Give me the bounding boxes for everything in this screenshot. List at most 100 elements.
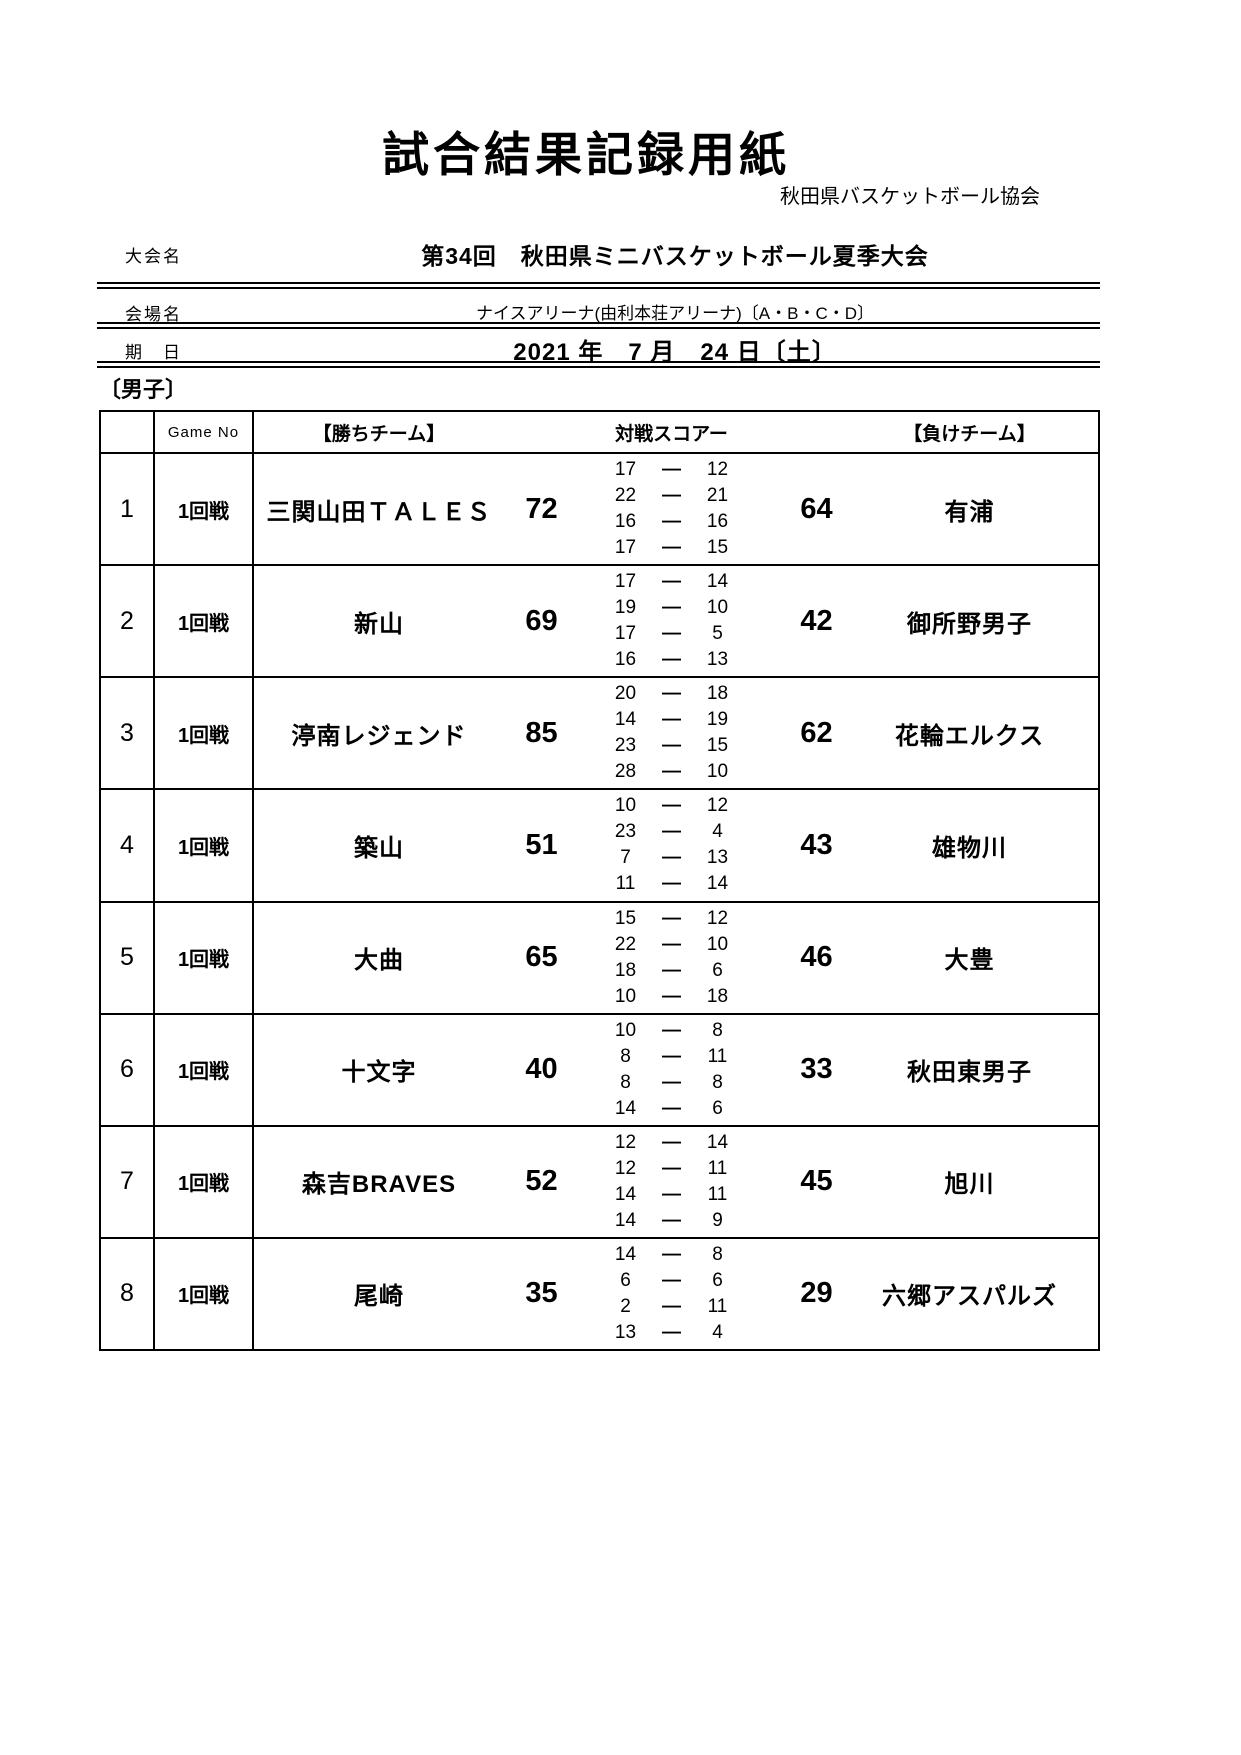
loser-total-score: 46 bbox=[800, 941, 833, 974]
round-label: 1回戦 bbox=[155, 678, 254, 789]
loser-quarter-score: 11 bbox=[707, 1157, 728, 1179]
loser-quarter-score: 4 bbox=[712, 821, 723, 843]
score-dash: — bbox=[662, 1295, 681, 1317]
double-rule bbox=[97, 322, 1100, 329]
loser-quarter-score: 11 bbox=[707, 1045, 728, 1067]
quarter-line: 17 — 12 bbox=[579, 457, 764, 483]
quarter-scores: 20 — 18 14 — 19 23 — 15 28 — 10 bbox=[579, 681, 764, 785]
round-label: 1回戦 bbox=[155, 902, 254, 1013]
loser-total-score: 43 bbox=[800, 828, 833, 861]
table-row: 6 1回戦 十文字 40 10 — 8 8 — 11 8 — 8 14 — 6 33 秋田東男子 bbox=[101, 1012, 1098, 1125]
header-game-no: Game No bbox=[155, 412, 254, 452]
loser-quarter-score: 13 bbox=[706, 649, 729, 671]
row-main: 築山 51 10 — 12 23 — 4 7 — 13 11 — 14 43 雄物川 bbox=[254, 790, 1098, 900]
double-rule bbox=[97, 282, 1100, 289]
score-dash: — bbox=[662, 959, 681, 981]
winner-total-score: 52 bbox=[525, 1165, 558, 1198]
quarter-line: 10 — 18 bbox=[579, 984, 764, 1010]
winner-team-name: 十文字 bbox=[341, 1059, 417, 1087]
score-dash: — bbox=[662, 1157, 681, 1179]
quarter-line: 14 — 8 bbox=[579, 1242, 764, 1268]
winner-total-score: 35 bbox=[525, 1277, 558, 1310]
score-dash: — bbox=[662, 709, 681, 731]
venue-label: 会場名 bbox=[125, 305, 182, 324]
loser-team-name: 旭川 bbox=[944, 1171, 995, 1199]
winner-quarter-score: 14 bbox=[614, 1209, 637, 1231]
score-dash: — bbox=[662, 683, 681, 705]
header-score: 対戦スコアー bbox=[615, 423, 728, 445]
loser-total-score: 33 bbox=[800, 1053, 833, 1086]
loser-quarter-score: 21 bbox=[706, 485, 729, 507]
quarter-scores: 14 — 8 6 — 6 2 — 11 13 — 4 bbox=[579, 1242, 764, 1346]
quarter-line: 14 — 19 bbox=[579, 707, 764, 733]
winner-total-score: 65 bbox=[525, 941, 558, 974]
score-dash: — bbox=[662, 795, 681, 817]
score-dash: — bbox=[662, 1269, 681, 1291]
row-main: 十文字 40 10 — 8 8 — 11 8 — 8 14 — 6 33 秋田東男子 bbox=[254, 1015, 1098, 1125]
score-dash: — bbox=[662, 459, 681, 481]
loser-quarter-score: 12 bbox=[706, 795, 729, 817]
score-dash: — bbox=[662, 537, 681, 559]
loser-quarter-score: 10 bbox=[706, 597, 729, 619]
date-label: 期 日 bbox=[125, 343, 182, 362]
quarter-scores: 17 — 14 19 — 10 17 — 5 16 — 13 bbox=[579, 569, 764, 673]
row-main: 三関山田ＴＡＬＥＳ 72 17—12 22—21 16—16 17—15 64 … bbox=[254, 454, 1098, 564]
loser-quarter-score: 12 bbox=[706, 907, 729, 929]
loser-quarter-score: 16 bbox=[706, 511, 729, 533]
round-label: 1回戦 bbox=[155, 566, 254, 677]
winner-quarter-score: 11 bbox=[615, 873, 636, 895]
winner-quarter-score: 12 bbox=[614, 1131, 637, 1153]
quarter-line: 17 — 5 bbox=[579, 621, 764, 647]
winner-quarter-score: 23 bbox=[614, 821, 637, 843]
winner-quarter-score: 22 bbox=[614, 485, 637, 507]
winner-quarter-score: 16 bbox=[614, 649, 637, 671]
loser-team-name: 雄物川 bbox=[932, 834, 1007, 862]
loser-quarter-score: 6 bbox=[712, 959, 723, 981]
loser-quarter-score: 14 bbox=[706, 1131, 729, 1153]
table-row: 1 1回戦 三関山田ＴＡＬＥＳ 72 17 — 12 22 — 21 16 — 16 17 —… bbox=[101, 452, 1098, 565]
score-dash: — bbox=[662, 1097, 681, 1119]
quarter-line: 11 — 14 bbox=[579, 871, 764, 897]
winner-quarter-score: 19 bbox=[614, 597, 637, 619]
winner-quarter-score: 6 bbox=[620, 1269, 631, 1291]
loser-total-score: 29 bbox=[800, 1277, 833, 1310]
row-main: 渟南レジェンド 85 20 — 18 14 — 19 23 — 15 28 — 10 62 花輪… bbox=[254, 678, 1098, 788]
table-header-row: Game No 【勝ちチーム】 対戦スコアー 【負けチーム】 bbox=[101, 412, 1098, 452]
round-label: 1回戦 bbox=[155, 454, 254, 565]
score-dash: — bbox=[662, 821, 681, 843]
winner-quarter-score: 14 bbox=[614, 1183, 637, 1205]
quarter-line: 17 — 15 bbox=[579, 535, 764, 561]
game-number: 1 bbox=[101, 454, 155, 565]
quarter-line: 8 — 8 bbox=[579, 1070, 764, 1096]
loser-quarter-score: 4 bbox=[712, 1321, 723, 1343]
winner-quarter-score: 28 bbox=[614, 761, 637, 783]
winner-quarter-score: 10 bbox=[614, 985, 637, 1007]
loser-quarter-score: 11 bbox=[707, 1295, 728, 1317]
quarter-line: 12 — 11 bbox=[579, 1156, 764, 1182]
winner-quarter-score: 17 bbox=[614, 459, 637, 481]
quarter-line: 8 — 11 bbox=[579, 1044, 764, 1070]
quarter-line: 14 — 9 bbox=[579, 1208, 764, 1234]
game-number: 7 bbox=[101, 1126, 155, 1237]
score-dash: — bbox=[662, 511, 681, 533]
score-dash: — bbox=[662, 873, 681, 895]
quarter-line: 22 — 10 bbox=[579, 932, 764, 958]
quarter-line: 10 — 8 bbox=[579, 1018, 764, 1044]
row-main: 森吉BRAVES 52 12 — 14 12 — 11 14 — 11 14 — 9 45 旭川 bbox=[254, 1127, 1098, 1237]
quarter-line: 14 — 6 bbox=[579, 1096, 764, 1122]
loser-total-score: 62 bbox=[800, 716, 833, 749]
row-main: 新山 69 17 — 14 19 — 10 17 — 5 16 — 13 42 御所野男子 bbox=[254, 566, 1098, 676]
table-row: 4 1回戦 築山 51 10 — 12 23 — 4 7 — 13 11 — 14 43 雄物川 bbox=[101, 788, 1098, 901]
quarter-line: 6 — 6 bbox=[579, 1268, 764, 1294]
winner-team-name: 渟南レジェンド bbox=[291, 722, 467, 750]
header-winner-team: 【勝ちチーム】 bbox=[312, 423, 446, 445]
loser-quarter-score: 11 bbox=[707, 1183, 728, 1205]
winner-quarter-score: 7 bbox=[620, 847, 631, 869]
winner-team-name: 森吉BRAVES bbox=[301, 1171, 457, 1199]
table-row: 7 1回戦 森吉BRAVES 52 12 — 14 12 — 11 14 — 11 14 — 9… bbox=[101, 1124, 1098, 1237]
loser-quarter-score: 9 bbox=[712, 1209, 723, 1231]
table-row: 5 1回戦 大曲 65 15 — 12 22 — 10 18 — 6 10 — 18 46 大豊 bbox=[101, 900, 1098, 1013]
score-dash: — bbox=[662, 1243, 681, 1265]
quarter-line: 22 — 21 bbox=[579, 483, 764, 509]
